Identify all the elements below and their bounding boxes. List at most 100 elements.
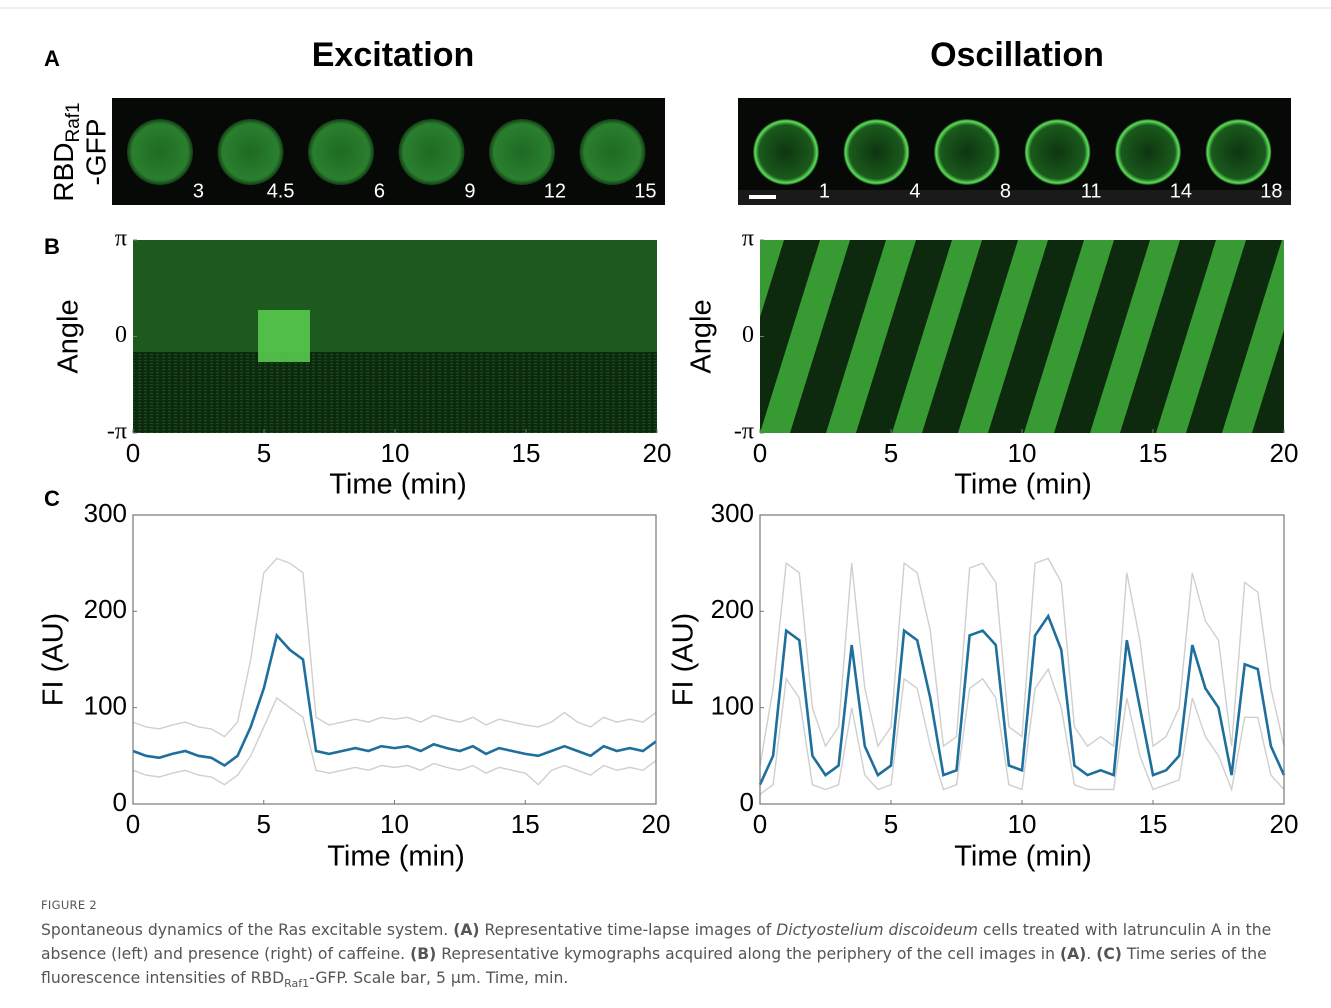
- kymograph-wave: [892, 240, 982, 433]
- series-line: [759, 557, 1285, 766]
- x-tick-label: 5: [884, 809, 898, 839]
- kymograph-wave: [1288, 240, 1331, 433]
- x-tick-label: 15: [1139, 438, 1168, 468]
- caption-segment: Representative kymographs acquired along…: [436, 945, 1060, 963]
- column-title: Oscillation: [930, 36, 1104, 74]
- x-tick-label: 20: [643, 438, 672, 468]
- x-tick-label: 10: [381, 438, 410, 468]
- kymograph-wave: [1024, 240, 1114, 433]
- figure: A B C Excitation Oscillation RBDRaf1 -GF…: [0, 7, 1331, 873]
- scale-bar: [749, 195, 776, 199]
- image-strip: [112, 98, 665, 205]
- cell-image: [1205, 119, 1272, 185]
- image-strip: [738, 98, 1291, 205]
- cell-image: [1024, 119, 1091, 185]
- kymograph-wave: [958, 240, 1048, 433]
- reporter-label-line1: RBDRaf1: [48, 102, 84, 201]
- y-axis-title: Angle: [686, 299, 718, 373]
- caption-segment: (A): [453, 921, 480, 939]
- time-label: 9: [464, 180, 475, 202]
- caption-block: FIGURE 2 Spontaneous dynamics of the Ras…: [41, 898, 1303, 996]
- panel-label: A: [44, 46, 60, 71]
- kymograph-wave: [1090, 240, 1180, 433]
- x-tick-label: 15: [511, 809, 540, 839]
- time-label: 1: [819, 180, 830, 202]
- series-line: [132, 632, 657, 768]
- x-tick-label: 0: [126, 438, 140, 468]
- caption-segment: Raf1: [284, 977, 310, 991]
- kymograph-image: [760, 240, 1331, 433]
- y-tick-label: -π: [107, 419, 127, 445]
- y-tick-label: 300: [711, 498, 754, 528]
- y-axis-title: FI (AU): [38, 613, 70, 706]
- time-label: 8: [1000, 180, 1011, 202]
- x-axis-title: Time (min): [329, 469, 466, 501]
- x-tick-label: 5: [257, 809, 271, 839]
- caption-segment: Time series of the fluorescence intensit…: [41, 945, 1267, 987]
- kymograph-wave: [1222, 240, 1284, 433]
- y-tick-label: 200: [711, 594, 754, 624]
- x-tick-label: 20: [1270, 438, 1299, 468]
- caption-segment: (C): [1096, 945, 1122, 963]
- x-tick-label: 0: [753, 438, 767, 468]
- caption-segment: Spontaneous dynamics of the Ras excitabl…: [41, 921, 454, 939]
- cell-image: [217, 119, 284, 185]
- panel-label: B: [44, 234, 60, 259]
- kymograph-burst: [258, 310, 310, 362]
- x-tick-label: 0: [753, 809, 767, 839]
- time-label: 12: [544, 180, 566, 202]
- kymograph-image: [133, 240, 657, 433]
- cell-image: [934, 119, 1000, 185]
- y-tick-label: -π: [734, 419, 754, 445]
- x-tick-label: 10: [1008, 809, 1037, 839]
- x-tick-label: 5: [884, 438, 898, 468]
- cell-image: [1115, 119, 1181, 185]
- caption-segment: Dictyostelium discoideum: [776, 921, 978, 939]
- kymograph-dark: [133, 352, 657, 433]
- caption-segment: (B): [410, 945, 437, 963]
- x-tick-label: 10: [1008, 438, 1037, 468]
- figure-label: FIGURE 2: [41, 898, 97, 912]
- x-axis-title: Time (min): [954, 469, 1091, 501]
- y-tick-label: π: [115, 226, 127, 252]
- series-line: [132, 696, 657, 786]
- time-label: 4.5: [267, 180, 295, 202]
- reporter-sub: Raf1: [63, 102, 84, 142]
- y-tick-label: 100: [711, 691, 754, 721]
- cell-image: [398, 119, 465, 185]
- y-tick-label: 0: [113, 787, 127, 817]
- y-axis-title: FI (AU): [668, 613, 700, 706]
- caption: Spontaneous dynamics of the Ras excitabl…: [41, 918, 1303, 996]
- y-tick-label: π: [742, 226, 754, 252]
- image-strip-band: [738, 190, 1291, 205]
- time-label: 15: [634, 180, 656, 202]
- series-line: [758, 613, 1286, 786]
- series-line: [759, 667, 1285, 795]
- time-label: 4: [909, 180, 920, 202]
- time-label: 14: [1170, 180, 1192, 202]
- cell-image: [127, 119, 193, 185]
- x-tick-label: 15: [512, 438, 541, 468]
- column-title: Excitation: [312, 36, 474, 74]
- caption-segment: (A): [1059, 945, 1087, 963]
- y-tick-label: 100: [84, 691, 127, 721]
- x-axis-title: Time (min): [954, 841, 1091, 873]
- reporter-label: RBDRaf1 -GFP: [48, 102, 111, 201]
- time-label: 3: [193, 180, 204, 202]
- x-tick-label: 15: [1139, 809, 1168, 839]
- cell-image: [753, 119, 819, 185]
- y-tick-label: 200: [84, 594, 127, 624]
- x-tick-label: 0: [126, 809, 140, 839]
- panel-label: C: [44, 486, 60, 511]
- caption-segment: -GFP. Scale bar, 5 µm. Time, min.: [309, 969, 569, 987]
- kymograph-wave: [760, 240, 784, 318]
- x-tick-label: 5: [257, 438, 271, 468]
- y-tick-label: 300: [84, 498, 127, 528]
- kymograph-wave: [1156, 240, 1246, 433]
- kymograph-wave: [826, 240, 916, 433]
- kymograph-wave: [760, 240, 850, 433]
- y-tick-label: 0: [115, 322, 127, 348]
- time-label: 11: [1081, 180, 1102, 202]
- caption-segment: Representative time-lapse images of: [479, 921, 777, 939]
